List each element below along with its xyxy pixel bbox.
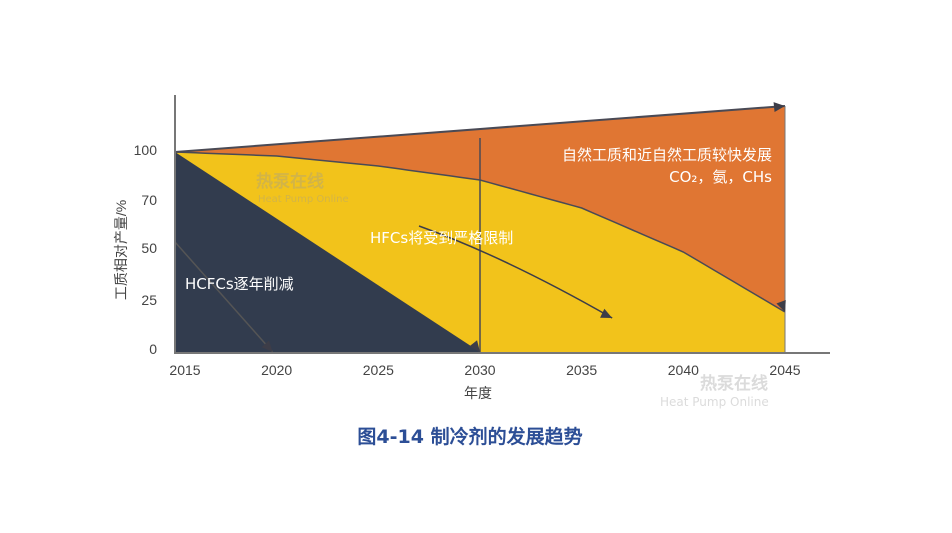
area-hcfc xyxy=(175,152,480,352)
arrow-line-1 xyxy=(418,225,613,319)
annotation-natural: 自然工质和近自然工质较快发展 xyxy=(562,146,772,164)
y-tick-label: 70 xyxy=(141,192,157,208)
arrowhead-hfc-curve xyxy=(776,299,786,312)
arrow-line-0 xyxy=(174,241,274,353)
x-tick-label: 2025 xyxy=(363,362,394,378)
arrowhead-natural xyxy=(773,102,785,113)
line-natural xyxy=(174,105,786,153)
watermark-en: Heat Pump Online xyxy=(258,194,349,205)
annotation-natural-examples: CO₂，氨，CHs xyxy=(669,168,772,186)
y-tick-label: 50 xyxy=(141,240,157,256)
y-tick-label: 0 xyxy=(149,341,157,357)
y-axis-label: 工质相对产量/% xyxy=(113,200,129,300)
y-tick-label: 100 xyxy=(134,142,158,158)
annotation-hfc: HFCs将受到严格限制 xyxy=(370,229,513,247)
x-tick-label: 2030 xyxy=(464,362,495,378)
x-tick-label: 2035 xyxy=(566,362,597,378)
arrowhead-0 xyxy=(261,340,273,352)
chart-title: 图4-14 制冷剂的发展趋势 xyxy=(357,425,582,448)
arrowhead-1 xyxy=(600,308,613,318)
x-tick-label: 2045 xyxy=(769,362,800,378)
arrowhead-hcfc-end xyxy=(469,340,480,352)
watermark-cn-2: 热泵在线 xyxy=(700,373,768,394)
x-tick-label: 2040 xyxy=(668,362,699,378)
y-tick-label: 25 xyxy=(141,292,157,308)
x-tick-label: 2015 xyxy=(169,362,200,378)
x-tick-label: 2020 xyxy=(261,362,292,378)
watermark-cn: 热泵在线 xyxy=(256,171,324,192)
watermark-en-2: Heat Pump Online xyxy=(660,395,769,409)
annotation-hcfc: HCFCs逐年削减 xyxy=(185,275,294,293)
x-axis-label: 年度 xyxy=(464,385,492,401)
